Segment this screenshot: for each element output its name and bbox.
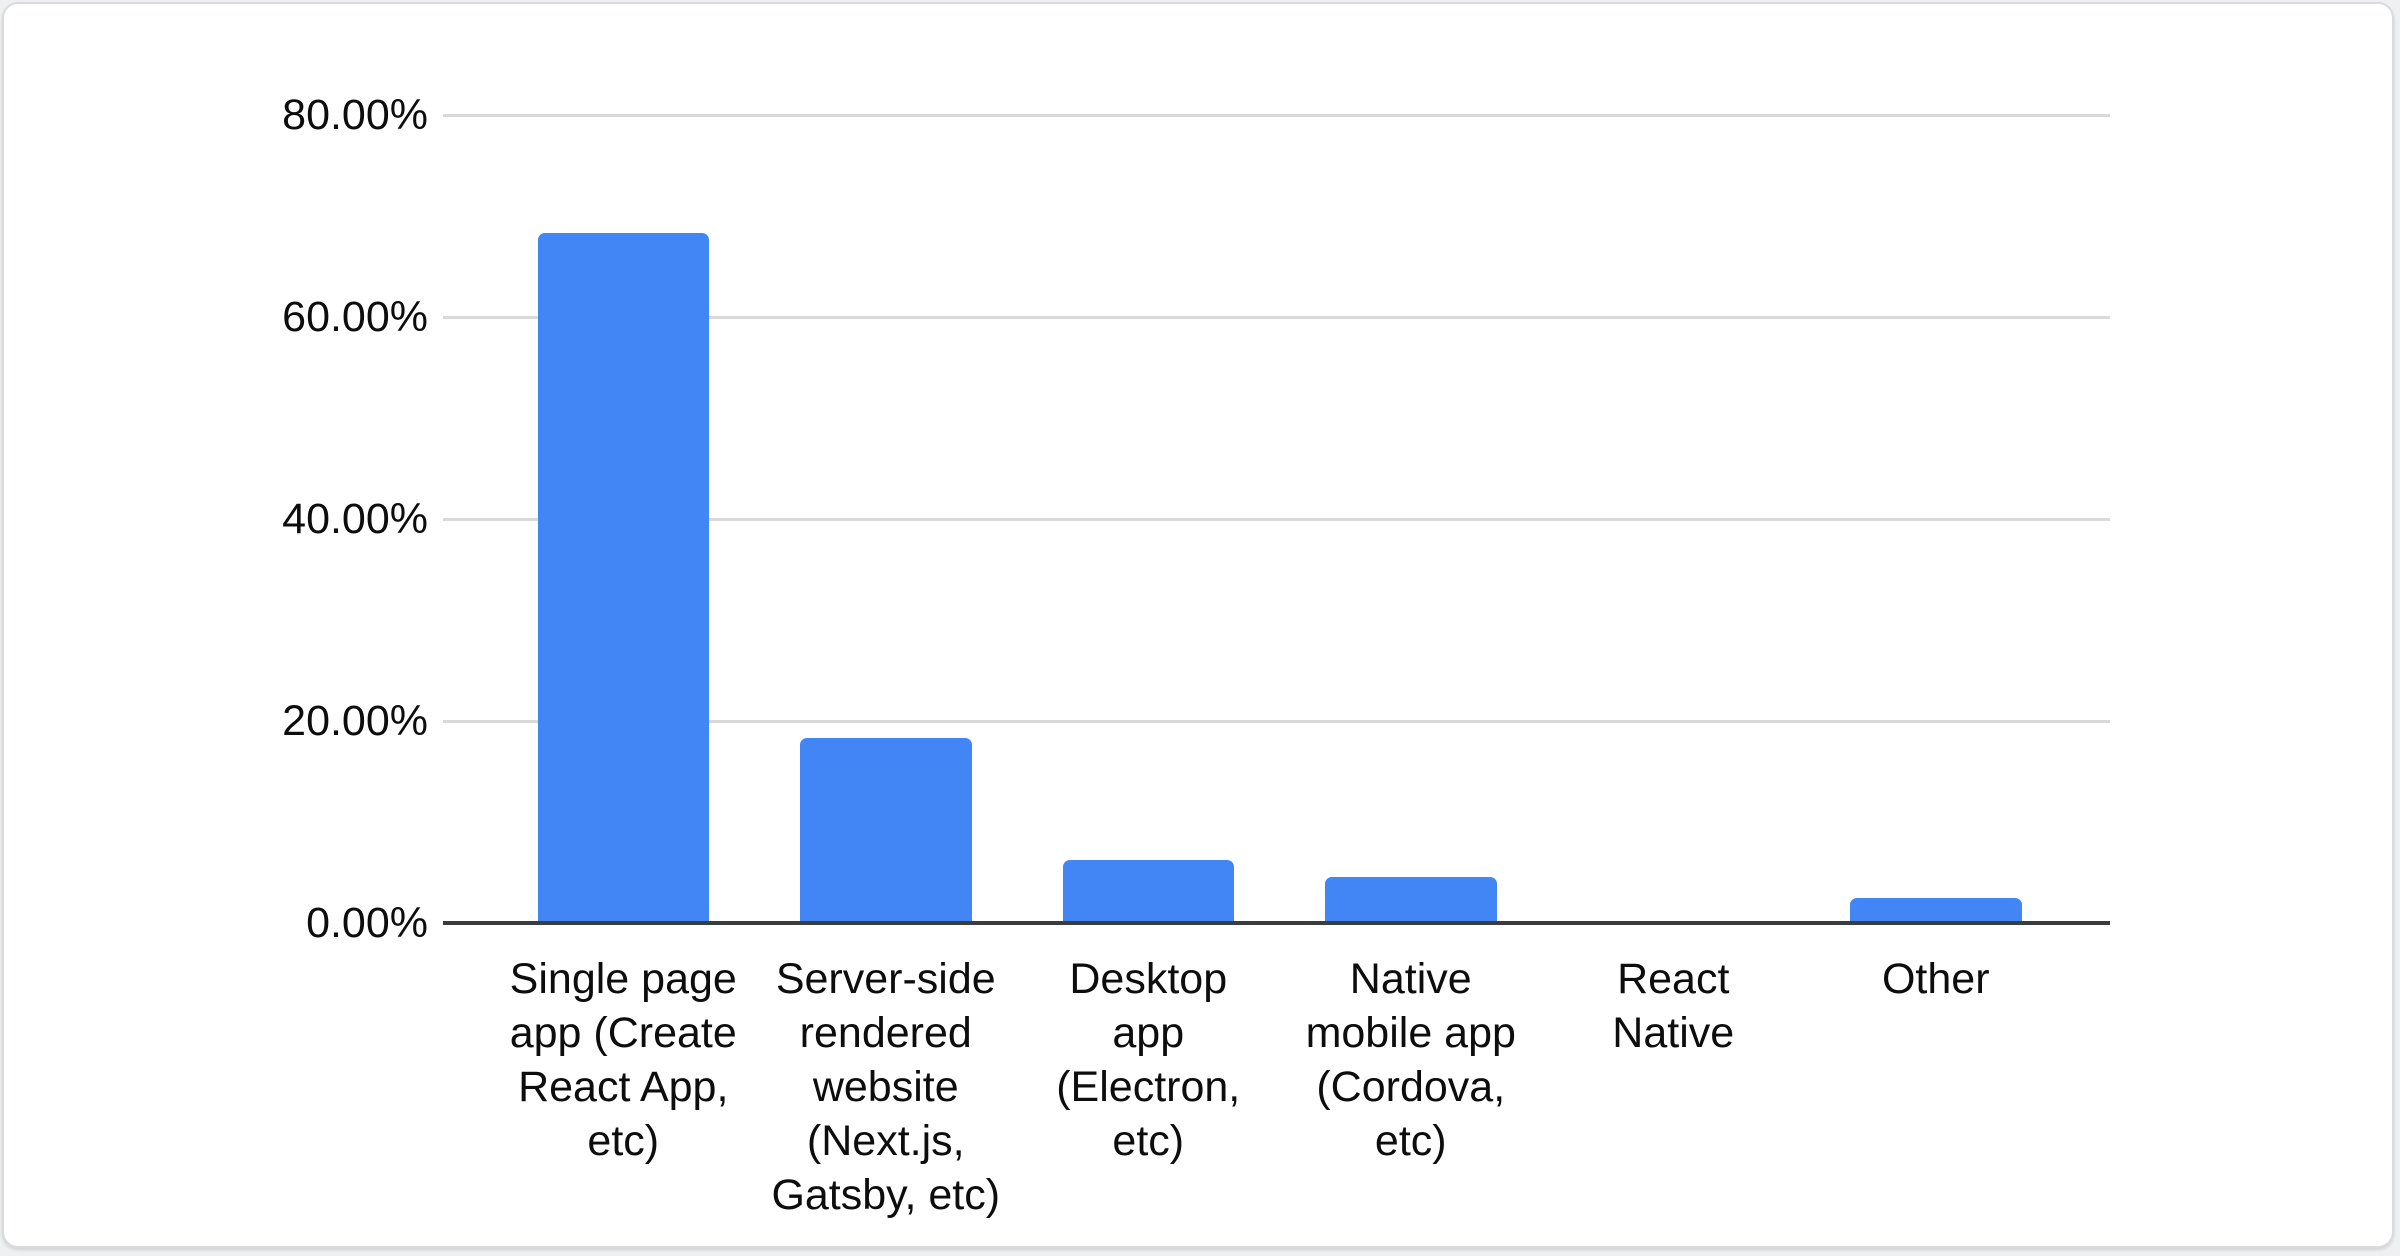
- x-category-label: Other: [1881, 955, 1990, 1003]
- y-axis-tick-label: 60.00%: [282, 293, 428, 341]
- gridline: [443, 518, 2110, 521]
- gridline: [443, 720, 2110, 723]
- x-category-label: React Native: [1612, 955, 1735, 1057]
- x-axis-line: [443, 921, 2110, 925]
- gridline: [443, 114, 2110, 117]
- x-category-label: Desktop app (Electron, etc): [1056, 955, 1241, 1165]
- x-category-label: Native mobile app (Cordova, etc): [1305, 955, 1516, 1165]
- x-category-label: Single page app (Create React App, etc): [509, 955, 737, 1165]
- bar[interactable]: [537, 233, 709, 921]
- y-axis-tick-label: 40.00%: [282, 495, 428, 543]
- bar[interactable]: [800, 738, 972, 921]
- x-category-label: Server-side rendered website (Next.js, G…: [771, 955, 1001, 1219]
- bar[interactable]: [1850, 897, 2022, 921]
- bar[interactable]: [1325, 876, 1497, 921]
- gridline: [443, 316, 2110, 319]
- y-axis-tick-label: 20.00%: [282, 697, 428, 745]
- bar[interactable]: [1062, 860, 1234, 921]
- y-axis-tick-label: 80.00%: [282, 91, 428, 139]
- y-axis-tick-label: 0.00%: [306, 899, 428, 947]
